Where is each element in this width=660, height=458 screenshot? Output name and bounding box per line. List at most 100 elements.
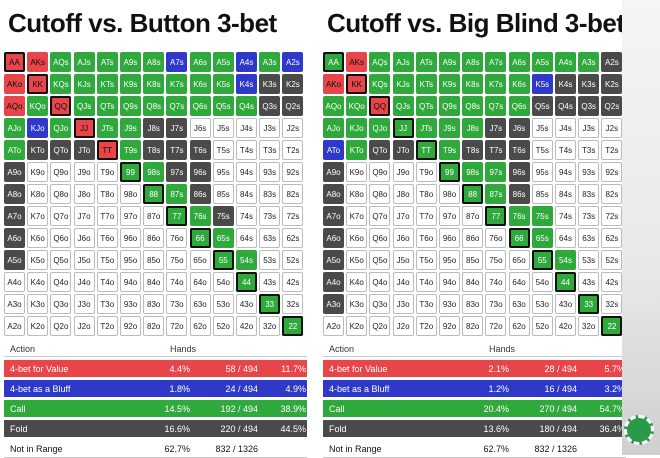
hand-cell-bluff-4bet[interactable]: A7s — [166, 52, 188, 72]
hand-cell-call[interactable]: A9s — [439, 52, 460, 72]
hand-cell-call[interactable]: KTo — [346, 140, 368, 160]
hand-cell-fold[interactable]: T6s — [508, 140, 530, 160]
hand-cell-call[interactable]: Q7s — [166, 96, 188, 116]
hand-cell-call[interactable]: TT — [415, 140, 437, 160]
hand-cell-not-in-range[interactable]: K8o — [27, 184, 49, 204]
hand-cell-not-in-range[interactable]: 43o — [555, 294, 576, 314]
hand-cell-not-in-range[interactable]: T5s — [531, 140, 553, 160]
hand-cell-not-in-range[interactable]: T5o — [96, 250, 118, 270]
hand-cell-value-4bet[interactable]: AKo — [4, 74, 25, 94]
hand-cell-not-in-range[interactable]: 62s — [601, 228, 623, 248]
hand-cell-call[interactable]: K9s — [439, 74, 460, 94]
hand-cell-not-in-range[interactable]: 52o — [531, 316, 553, 336]
hand-cell-call[interactable]: K5s — [212, 74, 234, 94]
hand-cell-not-in-range[interactable]: Q7o — [50, 206, 72, 226]
hand-cell-not-in-range[interactable]: Q9o — [369, 162, 391, 182]
hand-cell-not-in-range[interactable]: 73s — [578, 206, 600, 226]
hand-cell-not-in-range[interactable]: 43s — [578, 272, 600, 292]
hand-cell-call[interactable]: Q8s — [143, 96, 165, 116]
hand-cell-fold[interactable]: 86s — [508, 184, 530, 204]
hand-cell-fold[interactable]: A4o — [323, 272, 344, 292]
hand-cell-call[interactable]: AA — [323, 52, 344, 72]
hand-cell-value-4bet[interactable]: KK — [346, 74, 368, 94]
hand-cell-call[interactable]: Q5s — [212, 96, 234, 116]
hand-cell-call[interactable]: 98s — [462, 162, 484, 182]
hand-cell-not-in-range[interactable]: 64o — [508, 272, 530, 292]
hand-cell-not-in-range[interactable]: Q6o — [369, 228, 391, 248]
hand-cell-not-in-range[interactable]: 32s — [282, 294, 304, 314]
hand-cell-fold[interactable]: A3o — [323, 294, 344, 314]
hand-cell-not-in-range[interactable]: 42o — [555, 316, 576, 336]
hand-cell-call[interactable]: A5s — [212, 52, 234, 72]
hand-cell-not-in-range[interactable]: T2o — [96, 316, 118, 336]
hand-cell-not-in-range[interactable]: 54o — [531, 272, 553, 292]
hand-cell-not-in-range[interactable]: 72s — [282, 206, 304, 226]
hand-cell-not-in-range[interactable]: 93s — [578, 162, 600, 182]
hand-cell-fold[interactable]: A7o — [323, 206, 344, 226]
hand-cell-call[interactable]: J9s — [120, 118, 141, 138]
hand-cell-not-in-range[interactable]: 92o — [439, 316, 460, 336]
hand-cell-not-in-range[interactable]: Q8o — [50, 184, 72, 204]
hand-cell-not-in-range[interactable]: J2s — [601, 118, 623, 138]
hand-cell-call[interactable]: QTs — [96, 96, 118, 116]
hand-cell-not-in-range[interactable]: J5o — [392, 250, 414, 270]
hand-cell-fold[interactable]: A2s — [601, 52, 623, 72]
hand-cell-not-in-range[interactable]: J6o — [73, 228, 95, 248]
hand-cell-not-in-range[interactable]: K2o — [346, 316, 368, 336]
hand-cell-call[interactable]: A9s — [120, 52, 141, 72]
hand-cell-call[interactable]: 88 — [143, 184, 165, 204]
hand-cell-not-in-range[interactable]: Q9o — [50, 162, 72, 182]
hand-cell-not-in-range[interactable]: A2o — [323, 316, 344, 336]
hand-cell-not-in-range[interactable]: 83o — [462, 294, 484, 314]
hand-cell-call[interactable]: 55 — [531, 250, 553, 270]
hand-cell-not-in-range[interactable]: 83s — [259, 184, 281, 204]
hand-cell-fold[interactable]: J7s — [166, 118, 188, 138]
hand-cell-not-in-range[interactable]: Q3o — [369, 294, 391, 314]
hand-cell-call[interactable]: KJo — [346, 118, 368, 138]
hand-cell-not-in-range[interactable]: J3o — [73, 294, 95, 314]
hand-cell-call[interactable]: 54s — [236, 250, 257, 270]
hand-cell-not-in-range[interactable]: 32o — [578, 316, 600, 336]
hand-cell-not-in-range[interactable]: T3o — [96, 294, 118, 314]
hand-cell-not-in-range[interactable]: 53o — [212, 294, 234, 314]
hand-cell-call[interactable]: 87s — [485, 184, 507, 204]
hand-cell-fold[interactable]: A5o — [4, 250, 25, 270]
hand-cell-not-in-range[interactable]: K4o — [27, 272, 49, 292]
hand-cell-not-in-range[interactable]: J4s — [236, 118, 257, 138]
hand-cell-not-in-range[interactable]: 52s — [601, 250, 623, 270]
hand-cell-call[interactable]: ATs — [96, 52, 118, 72]
hand-cell-not-in-range[interactable]: 86o — [462, 228, 484, 248]
hand-cell-not-in-range[interactable]: 94s — [555, 162, 576, 182]
hand-cell-not-in-range[interactable]: 43s — [259, 272, 281, 292]
hand-cell-call[interactable]: 75s — [531, 206, 553, 226]
hand-cell-call[interactable]: AQs — [50, 52, 72, 72]
hand-cell-not-in-range[interactable]: 62o — [189, 316, 211, 336]
hand-cell-not-in-range[interactable]: T3s — [259, 140, 281, 160]
hand-cell-call[interactable]: K9s — [120, 74, 141, 94]
hand-cell-not-in-range[interactable]: 94o — [439, 272, 460, 292]
hand-cell-not-in-range[interactable]: 74s — [555, 206, 576, 226]
hand-cell-call[interactable]: JJ — [392, 118, 414, 138]
hand-cell-not-in-range[interactable]: 82s — [282, 184, 304, 204]
hand-cell-not-in-range[interactable]: K9o — [346, 162, 368, 182]
hand-cell-fold[interactable]: Q2s — [601, 96, 623, 116]
hand-cell-not-in-range[interactable]: K3o — [346, 294, 368, 314]
hand-cell-not-in-range[interactable]: J7o — [392, 206, 414, 226]
hand-cell-not-in-range[interactable]: A2o — [4, 316, 25, 336]
hand-cell-call[interactable]: 98s — [143, 162, 165, 182]
hand-cell-not-in-range[interactable]: Q2o — [50, 316, 72, 336]
hand-cell-not-in-range[interactable]: T6o — [415, 228, 437, 248]
hand-cell-not-in-range[interactable]: J6s — [189, 118, 211, 138]
hand-cell-call[interactable]: A6s — [189, 52, 211, 72]
hand-cell-call[interactable]: 33 — [259, 294, 281, 314]
hand-cell-fold[interactable]: 96s — [189, 162, 211, 182]
hand-cell-call[interactable]: A7s — [485, 52, 507, 72]
hand-cell-call[interactable]: K6s — [189, 74, 211, 94]
hand-cell-not-in-range[interactable]: 65o — [189, 250, 211, 270]
hand-cell-fold[interactable]: A9o — [323, 162, 344, 182]
hand-cell-not-in-range[interactable]: Q2o — [369, 316, 391, 336]
hand-cell-call[interactable]: 54s — [555, 250, 576, 270]
hand-cell-not-in-range[interactable]: 52s — [282, 250, 304, 270]
hand-cell-not-in-range[interactable]: 54o — [212, 272, 234, 292]
hand-cell-call[interactable]: 55 — [212, 250, 234, 270]
